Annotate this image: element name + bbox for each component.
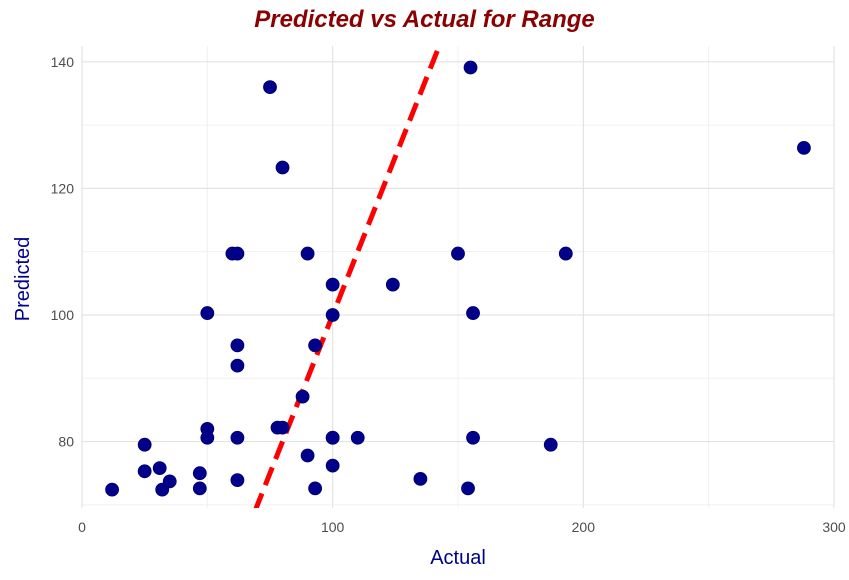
data-point <box>230 338 245 353</box>
y-tick-label: 140 <box>51 54 75 70</box>
data-point <box>325 277 340 292</box>
chart-title: Predicted vs Actual for Range <box>254 6 595 33</box>
data-point <box>325 308 340 322</box>
data-point <box>325 458 340 473</box>
data-point <box>275 420 290 435</box>
x-tick-label: 200 <box>572 519 596 535</box>
data-point <box>200 306 215 320</box>
data-point <box>137 437 152 452</box>
x-tick-label: 0 <box>78 519 86 535</box>
grid <box>81 46 835 508</box>
points-layer <box>105 60 811 497</box>
data-point <box>300 246 315 261</box>
data-point <box>308 338 323 353</box>
data-point <box>461 481 475 496</box>
y-tick-label: 80 <box>58 434 74 450</box>
data-point <box>162 474 177 489</box>
x-tick-label: 100 <box>321 519 345 535</box>
x-tick-label: 300 <box>822 519 846 535</box>
data-point <box>463 60 478 75</box>
data-point <box>466 430 480 445</box>
data-point <box>413 471 428 486</box>
data-point <box>466 306 480 320</box>
data-point <box>543 437 558 452</box>
data-point <box>137 464 152 479</box>
data-point <box>275 160 290 175</box>
data-point <box>230 358 245 373</box>
data-point <box>451 246 465 261</box>
data-point <box>558 246 573 261</box>
x-axis-title: Actual <box>430 547 486 569</box>
data-point <box>385 277 400 292</box>
data-point <box>105 482 119 497</box>
data-point <box>295 389 310 404</box>
y-tick-label: 120 <box>51 180 75 196</box>
data-point <box>325 430 340 445</box>
data-point <box>230 246 245 261</box>
data-point <box>192 481 207 496</box>
data-point <box>230 430 245 445</box>
data-point <box>192 466 207 481</box>
data-point <box>300 448 315 463</box>
reference-line-layer <box>253 46 442 508</box>
data-point <box>350 430 365 445</box>
data-point <box>152 461 167 476</box>
data-point <box>797 140 811 155</box>
data-point <box>308 481 323 496</box>
data-point <box>263 80 277 95</box>
data-point <box>200 430 215 445</box>
reference-line <box>253 46 442 508</box>
data-point <box>230 473 245 488</box>
y-tick-label: 100 <box>51 307 75 323</box>
y-axis-title: Predicted <box>12 237 34 322</box>
tick-labels: 0 100 200 300 80 100 120 140 <box>51 54 846 535</box>
